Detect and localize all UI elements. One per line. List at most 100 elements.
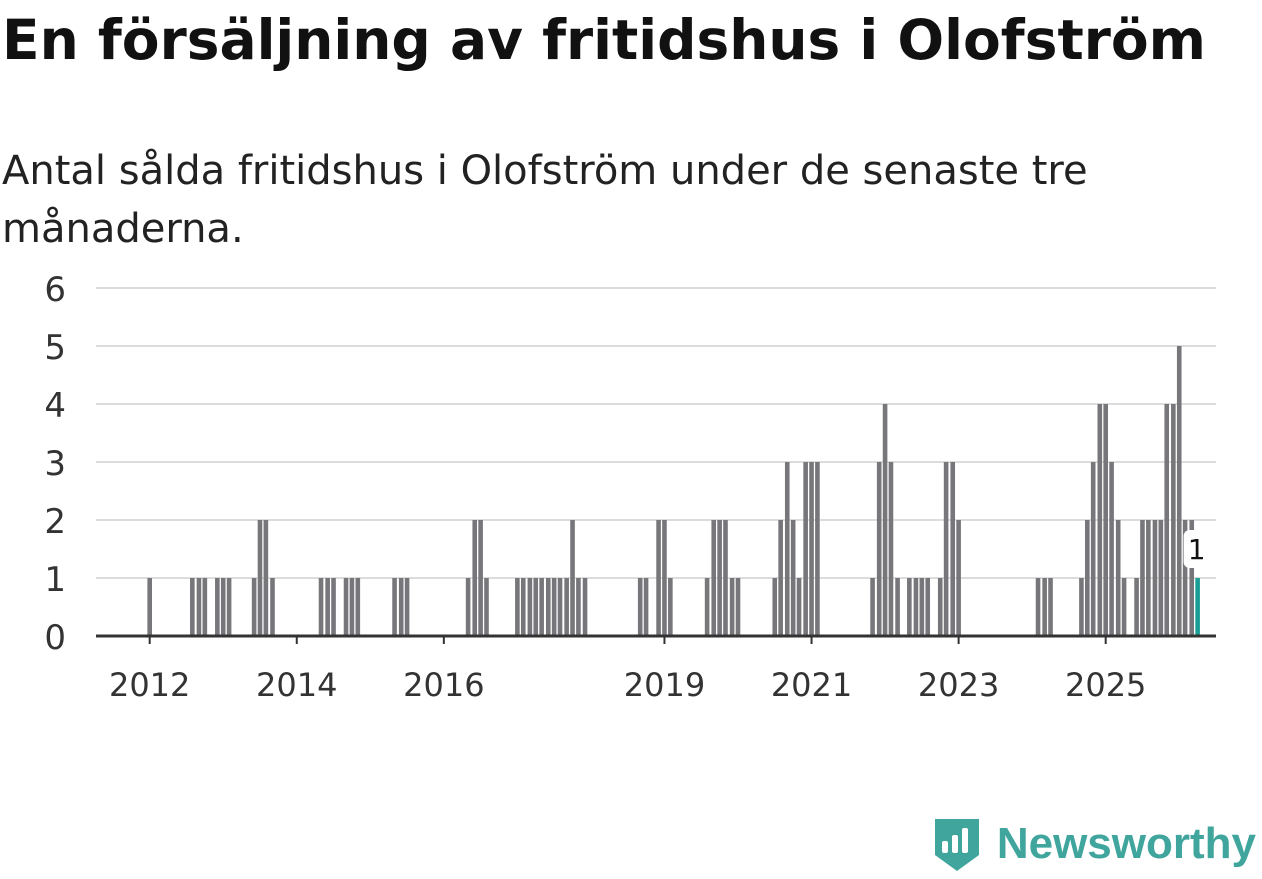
bar <box>147 578 152 636</box>
bar <box>784 462 790 636</box>
bar <box>1103 404 1108 636</box>
bar <box>202 578 208 636</box>
y-tick-label: 5 <box>44 328 66 368</box>
bar <box>1085 520 1090 636</box>
bar <box>729 578 735 636</box>
highlight-bar <box>1195 578 1200 636</box>
bar <box>484 578 489 636</box>
y-tick-label: 3 <box>44 444 66 484</box>
bar <box>190 578 195 636</box>
bar <box>1079 578 1084 636</box>
bar <box>772 578 778 636</box>
bar <box>907 578 912 636</box>
bar <box>263 520 269 636</box>
x-tick-label: 2023 <box>918 666 999 704</box>
bar <box>196 578 202 636</box>
bar <box>1146 520 1151 636</box>
bar <box>325 578 330 636</box>
data-label-bg <box>1183 530 1210 568</box>
bar <box>1164 404 1170 636</box>
bar-chart: 0 1 2 3 4 5 6 2012 2014 2016 2019 2021 2023 2025 1 <box>44 270 1216 704</box>
bar <box>527 578 533 636</box>
bar <box>226 578 232 636</box>
x-tick-label: 2019 <box>624 666 705 704</box>
data-label: 1 <box>1188 533 1206 566</box>
bar <box>925 578 931 636</box>
bar <box>717 520 722 636</box>
bar <box>557 578 563 636</box>
bar <box>465 578 471 636</box>
y-tick-label: 2 <box>44 502 66 542</box>
bar <box>937 578 943 636</box>
bar <box>331 578 336 636</box>
bar <box>870 578 875 636</box>
bar <box>576 578 581 636</box>
newsworthy-logo-icon <box>934 819 979 871</box>
bar <box>637 578 643 636</box>
bar <box>1134 578 1139 636</box>
x-tick-label: 2016 <box>403 666 484 704</box>
bar <box>704 578 710 636</box>
bar <box>257 520 263 636</box>
bar <box>668 578 673 636</box>
x-tick-label: 2014 <box>256 666 337 704</box>
bar <box>404 578 410 636</box>
bar <box>343 578 349 636</box>
bar <box>1158 520 1164 636</box>
bar <box>398 578 404 636</box>
bar <box>723 520 728 636</box>
bar <box>919 578 925 636</box>
bar <box>790 520 796 636</box>
bar <box>803 462 808 636</box>
bar <box>1140 520 1145 636</box>
y-axis-labels: 0 1 2 3 4 5 6 <box>44 270 66 658</box>
bar <box>215 578 220 636</box>
bar <box>515 578 520 636</box>
gridlines <box>96 287 1216 579</box>
bar <box>1042 578 1047 636</box>
chart-title: En försäljning av fritidshus i Olofström <box>2 8 1206 72</box>
chart-subtitle: Antal sålda fritidshus i Olofström under… <box>2 148 1088 252</box>
bar <box>582 578 588 636</box>
bars <box>147 346 1200 636</box>
annotations: 1 <box>1183 530 1210 568</box>
bar <box>950 462 956 636</box>
bar <box>815 462 820 636</box>
bar <box>895 578 900 636</box>
bar <box>570 520 575 636</box>
bar <box>533 578 539 636</box>
bar <box>809 462 814 636</box>
bar <box>1189 520 1195 636</box>
bar <box>913 578 919 636</box>
bar <box>220 578 226 636</box>
bar <box>1171 404 1176 636</box>
bar <box>956 520 961 636</box>
bar <box>735 578 741 636</box>
bar <box>349 578 355 636</box>
bar <box>251 578 257 636</box>
bar <box>355 578 361 636</box>
bar <box>318 578 324 636</box>
brand: Newsworthy <box>931 815 1256 873</box>
bar <box>796 578 802 636</box>
y-tick-label: 4 <box>44 386 66 426</box>
bar <box>882 404 888 636</box>
x-tick-label: 2012 <box>109 666 190 704</box>
bar <box>778 520 783 636</box>
x-tick-label: 2021 <box>771 666 852 704</box>
y-tick-label: 0 <box>44 618 66 658</box>
bar <box>643 578 649 636</box>
bar <box>1097 404 1103 636</box>
bar <box>520 578 526 636</box>
bar <box>564 578 569 636</box>
bar <box>943 462 949 636</box>
bar <box>478 520 483 636</box>
brand-name: Newsworthy <box>996 819 1256 868</box>
bar <box>270 578 275 636</box>
bar <box>662 520 667 636</box>
bar <box>551 578 557 636</box>
bar <box>711 520 717 636</box>
bar <box>1182 520 1188 636</box>
y-tick-label: 1 <box>44 560 66 600</box>
x-tick-label: 2025 <box>1065 666 1146 704</box>
